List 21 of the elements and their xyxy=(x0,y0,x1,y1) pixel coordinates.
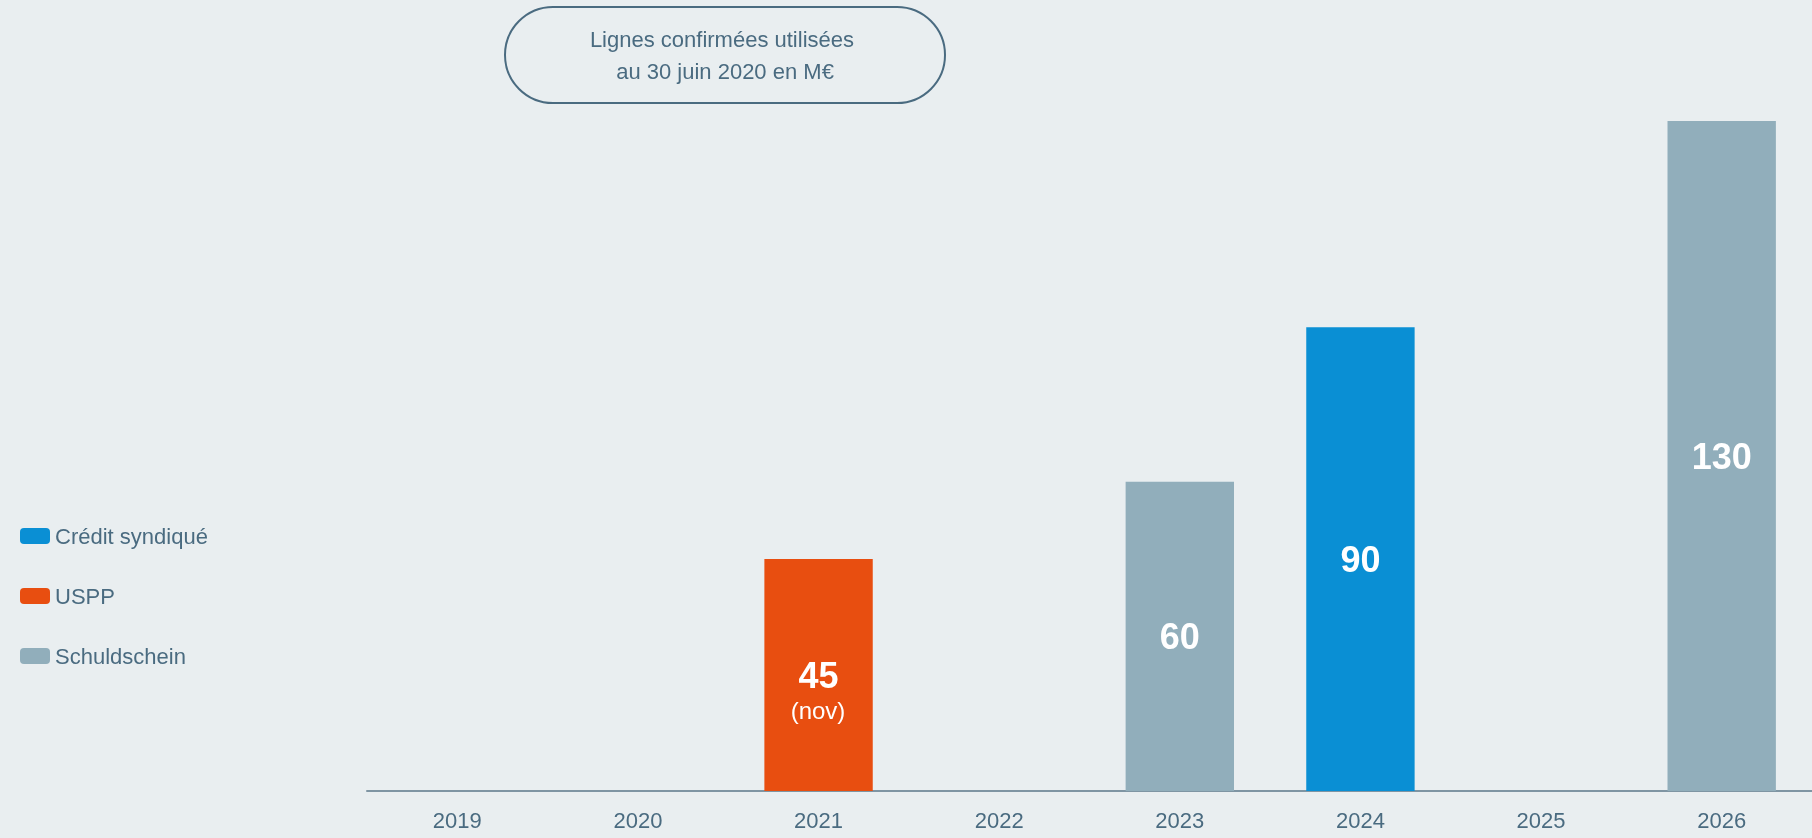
x-tick-label: 2022 xyxy=(974,807,1024,833)
legend-label: Crédit syndiqué xyxy=(55,523,208,549)
legend-label: Schuldschein xyxy=(55,643,186,669)
bar xyxy=(764,559,873,791)
data-label: 90 xyxy=(1340,538,1381,580)
bar xyxy=(1306,327,1415,791)
legend-label: USPP xyxy=(55,583,115,609)
x-tick-label: 2024 xyxy=(1335,807,1385,833)
chart-title: Lignes confirmées utilisées au 30 juin 2020 en M€ xyxy=(589,26,861,84)
x-tick-label: 2025 xyxy=(1516,807,1566,833)
x-tick-label: 2026 xyxy=(1697,807,1747,833)
x-tick-label: 2021 xyxy=(794,807,844,833)
x-tick-label: 2023 xyxy=(1155,807,1205,833)
bar xyxy=(1125,481,1234,791)
data-label: 130 xyxy=(1691,435,1752,477)
data-label: 45 xyxy=(798,654,839,696)
bar xyxy=(1667,121,1776,791)
x-tick-label: 2019 xyxy=(432,807,482,833)
data-label: 60 xyxy=(1159,615,1200,657)
annotation: (nov) xyxy=(790,696,846,724)
x-tick-label: 2020 xyxy=(613,807,663,833)
